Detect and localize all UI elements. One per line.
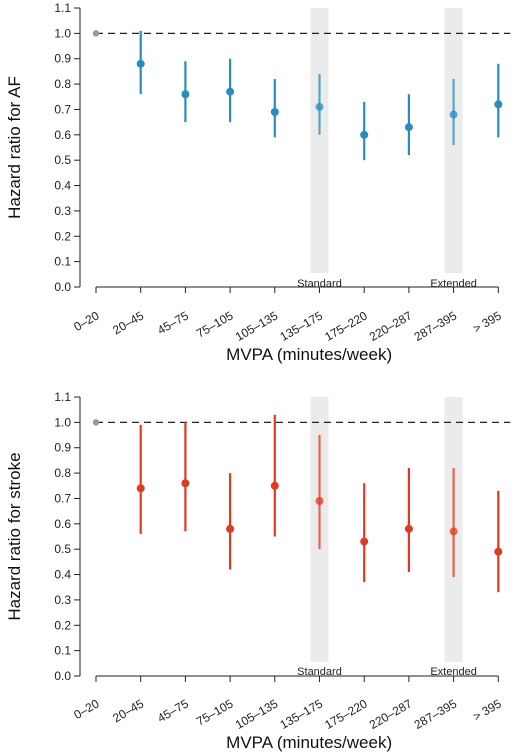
y-tick-label: 0.3 <box>54 204 71 218</box>
x-tick-label: 75–105 <box>194 696 236 728</box>
y-tick-label: 0.4 <box>54 179 71 193</box>
y-tick-label: 0.5 <box>54 542 71 556</box>
y-tick-label: 0.6 <box>54 128 71 142</box>
x-tick-label: 175–220 <box>322 308 370 344</box>
y-tick-label: 0.3 <box>54 593 71 607</box>
data-point <box>360 537 369 546</box>
y-tick-label: 1.1 <box>54 1 71 15</box>
data-point <box>136 484 145 493</box>
x-tick-label: 75–105 <box>194 308 236 340</box>
y-tick-label: 0.4 <box>54 568 71 582</box>
data-point <box>136 59 145 68</box>
y-tick-label: 0.0 <box>54 669 71 683</box>
x-tick-label: 0–20 <box>71 696 101 722</box>
x-tick-label: 287–395 <box>412 308 460 344</box>
data-point <box>404 123 413 132</box>
y-axis-title: Hazard ratio for AF <box>5 76 24 219</box>
x-tick-label: 287–395 <box>412 696 460 732</box>
y-tick-label: 1.0 <box>54 415 71 429</box>
band-label-extended: Extended <box>430 666 476 678</box>
x-tick-label: 135–175 <box>278 696 326 732</box>
data-point <box>404 524 413 533</box>
x-tick-label: 45–75 <box>155 308 191 337</box>
data-point <box>494 547 503 556</box>
y-tick-label: 0.1 <box>54 255 71 269</box>
data-point <box>270 107 279 116</box>
x-axis-title: MVPA (minutes/week) <box>226 733 392 752</box>
data-point <box>449 527 458 536</box>
x-tick-label: 135–175 <box>278 308 326 344</box>
y-tick-label: 0.9 <box>54 441 71 455</box>
data-point <box>92 30 100 37</box>
y-tick-label: 0.9 <box>54 52 71 66</box>
x-tick-label: > 395 <box>470 308 504 335</box>
x-tick-label: 20–45 <box>110 696 146 725</box>
data-point <box>315 496 324 505</box>
y-tick-label: 0.6 <box>54 517 71 531</box>
x-tick-label: 175–220 <box>322 696 370 732</box>
data-point <box>270 481 279 490</box>
data-point <box>315 102 324 111</box>
y-tick-label: 0.7 <box>54 102 71 116</box>
data-point <box>181 479 190 488</box>
x-axis-title: MVPA (minutes/week) <box>226 345 392 364</box>
y-tick-label: 0.2 <box>54 229 71 243</box>
y-tick-label: 0.7 <box>54 491 71 505</box>
highlight-band <box>310 8 329 273</box>
x-tick-label: > 395 <box>470 696 504 723</box>
data-point <box>181 90 190 99</box>
y-axis-title: Hazard ratio for stroke <box>5 452 24 620</box>
y-tick-label: 0.5 <box>54 153 71 167</box>
x-tick-label: 0–20 <box>71 308 101 334</box>
data-point <box>226 524 235 533</box>
x-tick-label: 220–287 <box>367 696 415 732</box>
data-point <box>92 419 100 426</box>
data-point <box>494 100 503 109</box>
x-tick-label: 45–75 <box>155 696 191 725</box>
y-tick-label: 0.8 <box>54 466 71 480</box>
data-point <box>360 130 369 139</box>
y-tick-label: 0.2 <box>54 618 71 632</box>
x-tick-label: 220–287 <box>367 308 415 344</box>
band-label-standard: Standard <box>297 666 342 678</box>
x-tick-label: 105–135 <box>233 696 281 732</box>
af-chart-panel: Standard Extended0.00.10.20.30.40.50.60.7… <box>5 1 511 364</box>
y-tick-label: 1.1 <box>54 390 71 404</box>
x-tick-label: 20–45 <box>110 308 146 337</box>
x-tick-label: 105–135 <box>233 308 281 344</box>
stroke-chart-panel: Standard Extended 0.0 0.1 0.2 0.3 0.4 0.5 0.6 0.7… <box>5 390 511 752</box>
y-tick-label: 0.1 <box>54 644 71 658</box>
data-point <box>449 110 458 119</box>
y-tick-label: 0.0 <box>54 280 71 294</box>
y-tick-label: 0.8 <box>54 77 71 91</box>
y-tick-label: 1.0 <box>54 26 71 40</box>
data-point <box>226 87 235 96</box>
